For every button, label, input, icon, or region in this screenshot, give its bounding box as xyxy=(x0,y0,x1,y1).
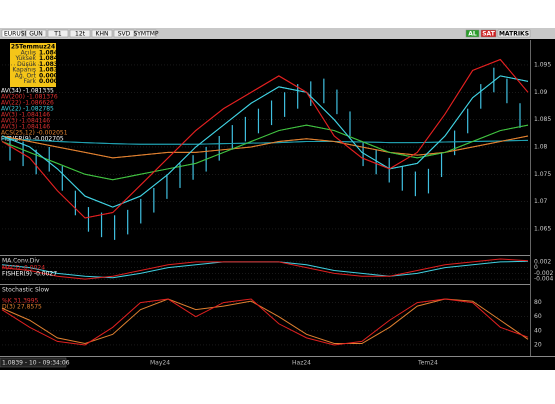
info-value: 0.0000 xyxy=(39,72,62,79)
toolbar-button[interactable] xyxy=(135,29,157,38)
toolbar-button[interactable] xyxy=(69,29,91,38)
y-tick-label: 0.002 xyxy=(534,258,551,265)
toolbar-button-label: AL xyxy=(468,31,477,38)
toolbar xyxy=(0,28,555,39)
date-label: May24 xyxy=(150,360,170,367)
toolbar-button-label: SVD xyxy=(118,31,131,38)
info-key: Fark xyxy=(23,78,36,85)
info-value: 1.0849 xyxy=(39,55,62,62)
indicator-line xyxy=(1,258,529,280)
y-tick-label: 1.065 xyxy=(534,225,551,232)
info-key: Ağ. Ort xyxy=(15,72,37,79)
indicator-label: AV(3) -1.084146 xyxy=(1,124,50,131)
toolbar-button-label: 12t xyxy=(75,31,86,38)
y-tick-label: 20 xyxy=(534,341,542,348)
toolbar-button[interactable] xyxy=(497,29,531,38)
info-key: Kapanış xyxy=(12,67,36,74)
toolbar-button[interactable] xyxy=(113,29,135,38)
toolbar-button-label: MATRIKS xyxy=(499,31,529,38)
indicator-label: AV(22) -1.086626 xyxy=(1,100,54,107)
y-tick-label: -0.002 xyxy=(534,270,554,277)
info-value: 1.0839 xyxy=(39,67,62,74)
y-tick-label: 80 xyxy=(534,299,542,306)
indicator-line xyxy=(1,58,529,219)
date-label: Haz24 xyxy=(292,360,311,367)
indicator-line xyxy=(1,124,529,181)
info-key: Düşük xyxy=(17,61,36,68)
toolbar-button[interactable] xyxy=(25,29,47,38)
indicator-line xyxy=(1,138,529,145)
y-tick-label: 1.095 xyxy=(534,61,551,68)
axis-border xyxy=(530,40,531,356)
info-date: 25Temmuz24 xyxy=(11,44,55,51)
info-value: 1.0835 xyxy=(39,61,62,68)
y-tick-label: -0.004 xyxy=(534,276,554,283)
indicator-label: AV(3) -1.084146 xyxy=(1,118,50,125)
info-key: Yüksek xyxy=(14,55,36,62)
indicator-label: AV(200) -1.081376 xyxy=(1,94,58,101)
toolbar-button[interactable] xyxy=(480,29,497,38)
y-tick-label: 1.085 xyxy=(534,116,551,123)
y-tick-label: 60 xyxy=(534,313,542,320)
separator xyxy=(0,255,530,256)
indicator-label: D(3) 27.8575 xyxy=(2,304,42,311)
symbol-box[interactable] xyxy=(1,29,23,38)
indicator-label: AV(3) -1.084146 xyxy=(1,112,50,119)
toolbar-button-label: T1 xyxy=(53,31,62,38)
toolbar-button[interactable] xyxy=(47,29,69,38)
toolbar-button-label: KHN xyxy=(96,31,109,38)
info-key: Açılış xyxy=(21,50,36,57)
info-value: 0.0001 xyxy=(39,78,62,85)
indicator-label: FISHER(9) -0.002705 xyxy=(1,136,64,143)
indicator-label: AV(22) -1.082785 xyxy=(1,106,54,113)
window-bg xyxy=(0,28,555,370)
indicator-label: %K 31.3995 xyxy=(2,298,39,305)
toolbar-button[interactable] xyxy=(91,29,113,38)
separator xyxy=(0,284,530,285)
indicator-line xyxy=(1,298,529,346)
y-tick-label: 1.08 xyxy=(534,143,548,150)
y-tick-label: 1.075 xyxy=(534,171,551,178)
indicator-label: AV(34) -1.081335 xyxy=(1,88,54,95)
indicator-label: MACD -0.0024 xyxy=(2,265,45,272)
toolbar-button-label: SYMTMP xyxy=(133,31,158,38)
date-label: Tem24 xyxy=(417,360,438,367)
panel-title: Stochastic Slow xyxy=(2,287,49,294)
symbol: EURUSD xyxy=(4,31,30,38)
indicator-line xyxy=(1,75,529,208)
y-tick-label: 0 xyxy=(534,264,538,271)
y-tick-label: 1.07 xyxy=(534,198,548,205)
toolbar-button[interactable] xyxy=(465,29,480,38)
y-tick-label: 1.09 xyxy=(534,89,548,96)
toolbar-button-label: SAT xyxy=(482,31,495,38)
panel-title: MA.Conv.Div xyxy=(2,258,40,265)
y-tick-label: 40 xyxy=(534,327,542,334)
status: 1.0839 - 10 - 09:34:06 xyxy=(2,360,70,367)
info-value: 1.0842 xyxy=(39,50,62,57)
indicator-label: ACS(25,12) -0.002051 xyxy=(1,130,68,137)
indicator-label: FISHER(9) -0.0027 xyxy=(2,271,57,278)
status-box xyxy=(0,357,67,368)
separator xyxy=(0,356,555,357)
toolbar-button-label: GUN xyxy=(29,31,43,38)
